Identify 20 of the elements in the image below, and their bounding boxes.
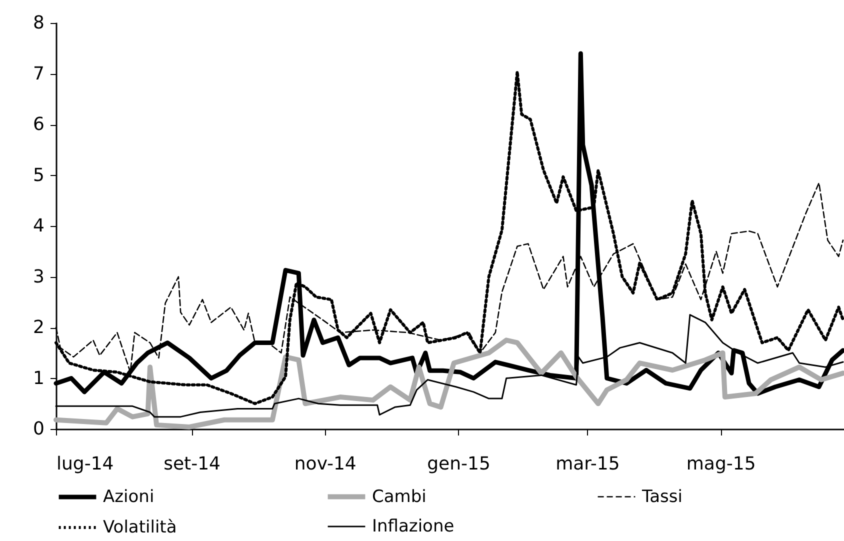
x-tick-label: set-14	[164, 454, 220, 474]
x-tick-label: lug-14	[56, 454, 114, 474]
y-tick-label: 5	[33, 164, 44, 186]
legend-label: Cambi	[372, 486, 426, 507]
legend-label: Tassi	[641, 486, 682, 507]
x-tick-label: mar-15	[556, 454, 620, 474]
x-tick-label: nov-14	[294, 454, 356, 474]
y-tick-label: 7	[33, 63, 44, 84]
legend-label: Inflazione	[372, 516, 454, 536]
x-tick-label: mag-15	[686, 454, 756, 474]
y-tick-label: 8	[33, 12, 44, 34]
y-tick-label: 0	[33, 418, 44, 440]
x-tick-label: gen-15	[427, 454, 490, 474]
y-tick-label: 2	[33, 317, 44, 338]
y-tick-label: 3	[33, 266, 44, 288]
y-tick-label: 4	[33, 216, 44, 236]
legend-label: Volatilità	[103, 518, 177, 538]
y-tick-label: 1	[33, 368, 44, 389]
y-tick-label: 6	[33, 114, 44, 135]
legend-label: Azioni	[103, 487, 154, 507]
